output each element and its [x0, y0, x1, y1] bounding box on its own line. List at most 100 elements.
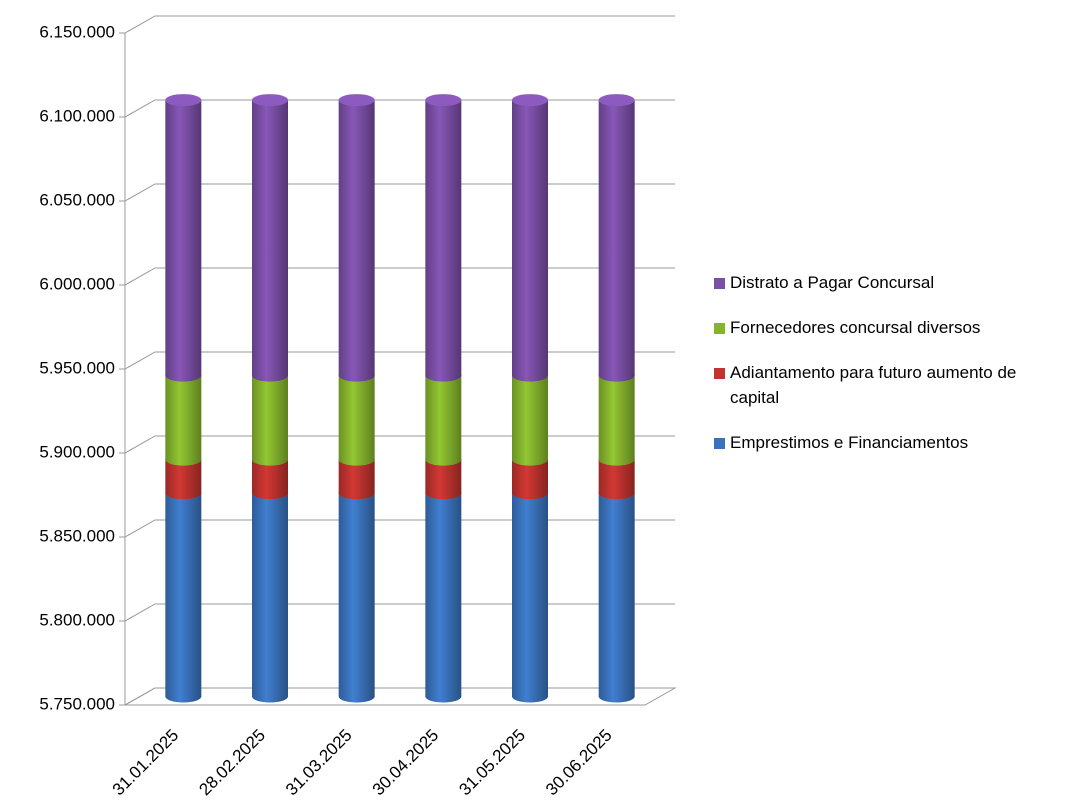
grid-line [124, 99, 675, 118]
bar-segment [425, 94, 462, 382]
bar-body [425, 375, 462, 460]
legend-item: Emprestimos e Financiamentos [714, 430, 1054, 455]
bar-top [165, 94, 202, 107]
bar-top [252, 94, 288, 107]
bar-bottom [252, 369, 288, 382]
legend-label: Emprestimos e Financiamentos [730, 433, 969, 452]
bar-bottom [598, 487, 635, 500]
bar-segment [165, 94, 202, 382]
y-tick-label: 5.950.000 [39, 358, 115, 377]
grid-line [124, 183, 675, 202]
grid-line [124, 15, 675, 34]
y-tick-label: 6.050.000 [39, 190, 115, 209]
y-tick-label: 6.100.000 [39, 106, 115, 125]
bar-bottom [512, 487, 548, 500]
bar-top [338, 94, 375, 107]
x-tick-label: 31.05.2025 [455, 726, 529, 800]
grid-line [124, 687, 675, 706]
grid-line [124, 351, 675, 370]
bar-bottom [512, 453, 548, 466]
bar-segment [512, 94, 548, 382]
bar-bottom [425, 487, 462, 500]
bar-bottom [252, 487, 288, 500]
legend-label: Distrato a Pagar Concursal [730, 273, 935, 292]
grid-line [124, 603, 675, 622]
bar-segment [252, 487, 288, 703]
y-tick-label: 5.800.000 [39, 610, 115, 629]
y-tick-label: 5.850.000 [39, 526, 115, 545]
grid-line [124, 435, 675, 454]
legend-swatch [714, 278, 725, 289]
bar-body [165, 100, 202, 376]
x-tick-label: 28.02.2025 [195, 726, 269, 800]
legend-swatch [714, 438, 725, 449]
bar-bottom [512, 369, 548, 382]
bar-top [512, 94, 548, 107]
y-tick-label: 5.900.000 [39, 442, 115, 461]
bar-segment [512, 487, 548, 703]
grid-line [124, 519, 675, 538]
bar-body [252, 375, 288, 460]
bar-body [165, 375, 202, 460]
y-tick-label: 6.150.000 [39, 22, 115, 41]
bar-bottom [165, 369, 202, 382]
bar-body [512, 493, 548, 697]
x-tick-label: 30.06.2025 [542, 726, 616, 800]
bar-body [512, 100, 548, 376]
bar-segment [425, 369, 462, 466]
bar-bottom [598, 690, 635, 703]
bar-body [338, 100, 375, 376]
bar-top [425, 94, 462, 107]
bar-bottom [165, 487, 202, 500]
bar-body [252, 100, 288, 376]
legend-item: Adiantamento para futuro aumento de capi… [714, 360, 1054, 410]
bar-segment [165, 487, 202, 703]
bar-bottom [425, 369, 462, 382]
x-tick-label: 30.04.2025 [369, 726, 443, 800]
bar-body [252, 493, 288, 697]
bar-body [598, 493, 635, 697]
bar-body [165, 493, 202, 697]
bar-segment [338, 369, 375, 466]
legend: Distrato a Pagar Concursal Fornecedores c… [714, 270, 1054, 475]
bar-segment [512, 369, 548, 466]
bar-segment [425, 487, 462, 703]
y-tick-label: 5.750.000 [39, 694, 115, 713]
bar-bottom [252, 453, 288, 466]
bar-body [598, 100, 635, 376]
bar-bottom [425, 690, 462, 703]
bar-body [425, 100, 462, 376]
bar-bottom [338, 453, 375, 466]
bar-segment [598, 94, 635, 382]
bar-bottom [598, 453, 635, 466]
bar-bottom [338, 487, 375, 500]
bar-bottom [425, 453, 462, 466]
legend-item: Fornecedores concursal diversos [714, 315, 1054, 340]
bar-body [338, 375, 375, 460]
bar-body [598, 375, 635, 460]
y-tick-label: 6.000.000 [39, 274, 115, 293]
bar-bottom [165, 453, 202, 466]
floor [123, 687, 677, 706]
x-tick-label: 31.01.2025 [109, 726, 183, 800]
bar-segment [338, 487, 375, 703]
bar-top [598, 94, 635, 107]
bar-segment [165, 369, 202, 466]
legend-item: Distrato a Pagar Concursal [714, 270, 1054, 295]
bar-bottom [598, 369, 635, 382]
grid-line [124, 267, 675, 286]
bar-segment [252, 369, 288, 466]
bar-bottom [165, 690, 202, 703]
legend-label: Fornecedores concursal diversos [730, 318, 981, 337]
bar-bottom [512, 690, 548, 703]
legend-swatch [714, 368, 725, 379]
legend-label: Adiantamento para futuro aumento de capi… [730, 363, 1017, 407]
bar-segment [338, 94, 375, 382]
bar-segment [598, 487, 635, 703]
bar-body [425, 493, 462, 697]
bar-body [512, 375, 548, 460]
bar-body [338, 493, 375, 697]
legend-swatch [714, 323, 725, 334]
